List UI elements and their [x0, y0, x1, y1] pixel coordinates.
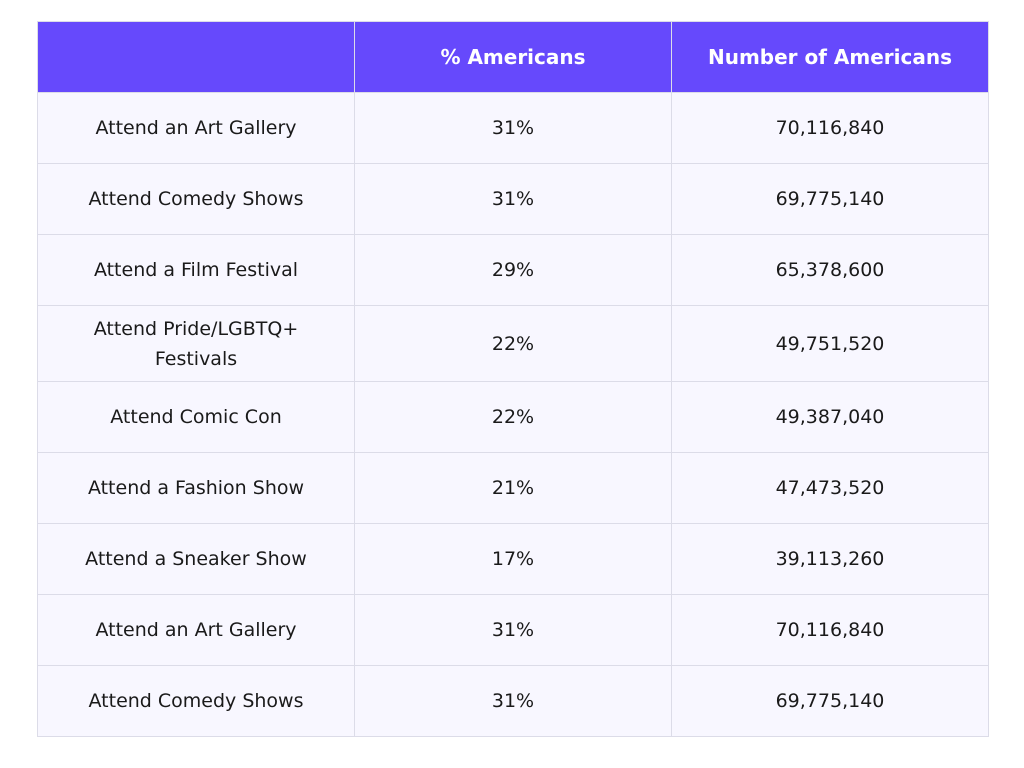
table-row: Attend Comic Con 22% 49,387,040	[37, 381, 989, 453]
table-row: Attend Comedy Shows 31% 69,775,140	[37, 665, 989, 737]
table-container: % Americans Number of Americans Attend a…	[37, 21, 989, 737]
table-row: Attend an Art Gallery 31% 70,116,840	[37, 92, 989, 164]
table-cell: Attend Comic Con	[37, 381, 355, 453]
table-cell: 47,473,520	[671, 452, 989, 524]
table-cell: 49,751,520	[671, 305, 989, 382]
table-cell: 17%	[354, 523, 672, 595]
header-cell: Number of Americans	[671, 21, 989, 93]
table-cell: Attend an Art Gallery	[37, 594, 355, 666]
table-cell: 70,116,840	[671, 594, 989, 666]
table-cell: 29%	[354, 234, 672, 306]
table-body: Attend an Art Gallery 31% 70,116,840 Attend…	[37, 92, 989, 737]
table-row: Attend a Sneaker Show 17% 39,113,260	[37, 523, 989, 595]
table-cell: 22%	[354, 305, 672, 382]
table-row: Attend Pride/LGBTQ+ Festivals 22% 49,751,5…	[37, 305, 989, 382]
table-cell: 31%	[354, 92, 672, 164]
table-cell: 70,116,840	[671, 92, 989, 164]
table-cell: Attend an Art Gallery	[37, 92, 355, 164]
table-cell: Attend a Fashion Show	[37, 452, 355, 524]
table-cell: 39,113,260	[671, 523, 989, 595]
table-cell: 31%	[354, 665, 672, 737]
table-cell: 65,378,600	[671, 234, 989, 306]
table-head: % Americans Number of Americans	[37, 21, 989, 93]
table-cell: 49,387,040	[671, 381, 989, 453]
table-row: Attend Comedy Shows 31% 69,775,140	[37, 163, 989, 235]
header-row: % Americans Number of Americans	[37, 21, 989, 93]
table-cell: Attend Comedy Shows	[37, 665, 355, 737]
table-cell: 69,775,140	[671, 665, 989, 737]
table-row: Attend a Fashion Show 21% 47,473,520	[37, 452, 989, 524]
table-cell: Attend Pride/LGBTQ+ Festivals	[37, 305, 355, 382]
table-row: Attend a Film Festival 29% 65,378,600	[37, 234, 989, 306]
table-cell: Attend a Sneaker Show	[37, 523, 355, 595]
table-cell: 31%	[354, 163, 672, 235]
header-cell	[37, 21, 355, 93]
table-cell: 31%	[354, 594, 672, 666]
table-cell: 21%	[354, 452, 672, 524]
table-cell: 69,775,140	[671, 163, 989, 235]
table-cell: Attend a Film Festival	[37, 234, 355, 306]
table-cell: 22%	[354, 381, 672, 453]
table-row: Attend an Art Gallery 31% 70,116,840	[37, 594, 989, 666]
data-table: % Americans Number of Americans Attend a…	[37, 21, 989, 737]
table-cell: Attend Comedy Shows	[37, 163, 355, 235]
header-cell: % Americans	[354, 21, 672, 93]
